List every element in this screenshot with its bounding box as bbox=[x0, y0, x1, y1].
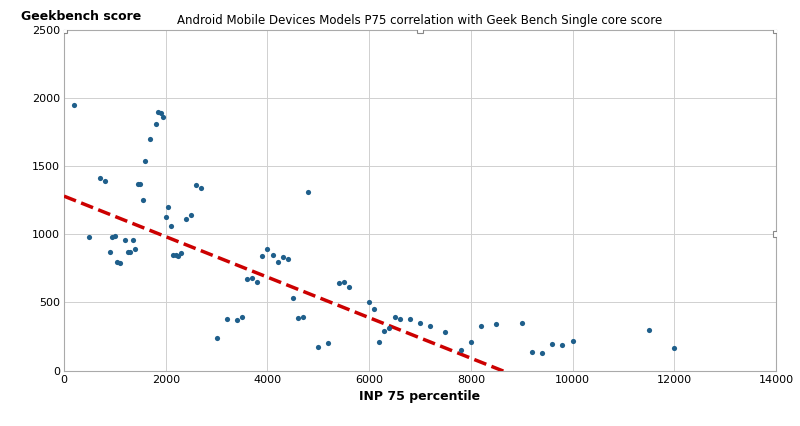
Point bbox=[312, 344, 325, 351]
Point bbox=[342, 284, 355, 291]
Point bbox=[83, 233, 96, 240]
Point bbox=[414, 320, 426, 326]
Point bbox=[332, 280, 345, 287]
Point bbox=[546, 341, 558, 348]
Point bbox=[566, 337, 579, 344]
Point bbox=[131, 181, 144, 187]
Point bbox=[465, 339, 478, 345]
Point bbox=[220, 315, 233, 322]
Point bbox=[362, 299, 375, 306]
Point bbox=[159, 213, 172, 220]
Point bbox=[106, 233, 118, 240]
Point bbox=[109, 232, 122, 239]
Point bbox=[103, 249, 116, 256]
Text: Geekbench score: Geekbench score bbox=[22, 10, 142, 23]
Point bbox=[162, 204, 174, 210]
Point bbox=[68, 101, 81, 108]
Point bbox=[388, 314, 401, 321]
Point bbox=[302, 189, 314, 196]
Point bbox=[230, 317, 243, 324]
Point bbox=[170, 251, 182, 258]
Point bbox=[210, 334, 223, 341]
Point bbox=[439, 329, 452, 336]
Point bbox=[235, 314, 248, 321]
Point bbox=[124, 249, 137, 256]
Point bbox=[378, 328, 390, 334]
Point bbox=[403, 315, 416, 322]
Point bbox=[261, 246, 274, 253]
Point bbox=[137, 197, 150, 204]
Point bbox=[174, 250, 187, 257]
Point bbox=[157, 114, 170, 121]
Point bbox=[271, 258, 284, 265]
Point bbox=[286, 295, 299, 302]
Point bbox=[114, 259, 126, 266]
Point bbox=[338, 279, 350, 285]
Point bbox=[144, 135, 157, 142]
Point bbox=[172, 253, 185, 259]
Point bbox=[526, 348, 538, 355]
Point bbox=[642, 326, 655, 333]
Point bbox=[368, 306, 381, 313]
Point bbox=[297, 314, 310, 321]
Point bbox=[490, 321, 502, 328]
Point bbox=[291, 315, 304, 322]
Point bbox=[195, 184, 208, 191]
Point bbox=[251, 279, 264, 285]
Point bbox=[118, 236, 131, 243]
Point bbox=[167, 251, 180, 258]
Point bbox=[322, 340, 335, 347]
Point bbox=[149, 121, 162, 127]
Point bbox=[424, 322, 437, 329]
Point bbox=[152, 108, 165, 115]
Point bbox=[121, 249, 134, 256]
Point bbox=[246, 274, 258, 281]
Point bbox=[383, 325, 396, 332]
Point bbox=[98, 178, 111, 184]
Point bbox=[256, 253, 269, 259]
Point bbox=[134, 181, 146, 187]
Point bbox=[515, 320, 528, 326]
Point bbox=[165, 223, 178, 230]
Point bbox=[282, 256, 294, 262]
Point bbox=[111, 258, 124, 265]
Title: Android Mobile Devices Models P75 correlation with Geek Bench Single core score: Android Mobile Devices Models P75 correl… bbox=[178, 14, 662, 27]
Point bbox=[474, 322, 487, 329]
Point bbox=[556, 342, 569, 349]
Point bbox=[241, 276, 254, 283]
Point bbox=[454, 347, 467, 354]
Point bbox=[190, 182, 202, 189]
Point bbox=[129, 246, 142, 253]
Point bbox=[185, 212, 198, 219]
X-axis label: INP 75 percentile: INP 75 percentile bbox=[359, 390, 481, 403]
Point bbox=[394, 315, 406, 322]
Point bbox=[536, 349, 549, 356]
Point bbox=[276, 254, 289, 261]
Point bbox=[154, 109, 167, 116]
Point bbox=[93, 175, 106, 182]
Point bbox=[668, 345, 681, 351]
Point bbox=[180, 216, 193, 223]
Point bbox=[266, 251, 279, 258]
Point bbox=[139, 157, 152, 164]
Point bbox=[126, 236, 139, 243]
Point bbox=[373, 339, 386, 345]
